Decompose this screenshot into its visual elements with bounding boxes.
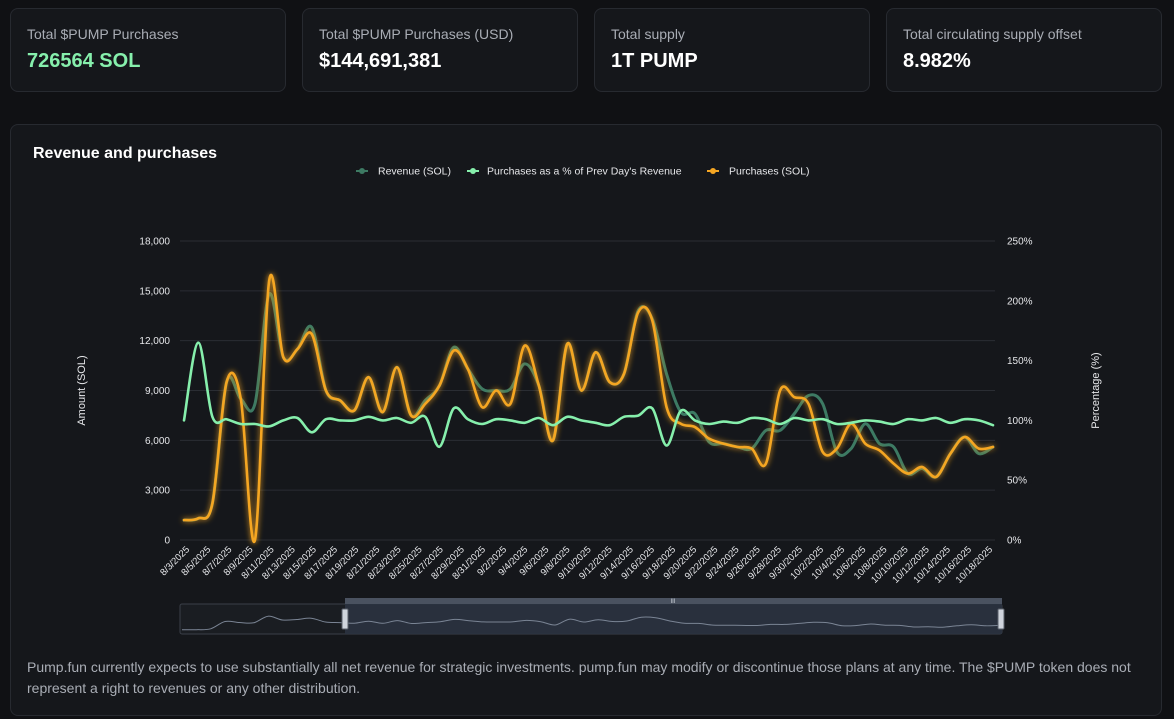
stat-value: 8.982% (903, 50, 971, 72)
y-tick-label: 3,000 (145, 486, 170, 497)
range-handle-left[interactable] (341, 608, 349, 630)
stat-value: 1T PUMP (611, 50, 698, 72)
revenue-chart[interactable]: 0 3,000 6,000 9,000 12,000 15,000 18,000 0% 50% 1… (0, 124, 1174, 644)
stat-label: Total supply (611, 26, 685, 42)
y2-tick-label: 150% (1007, 356, 1033, 367)
stat-label: Total circulating supply offset (903, 26, 1082, 42)
disclaimer-text: Pump.fun currently expects to use substa… (27, 659, 1131, 696)
legend-revenue[interactable]: Revenue (SOL) (356, 166, 451, 178)
y2-tick-label: 0% (1007, 536, 1022, 547)
stat-value: 726564 SOL (27, 50, 141, 72)
y-tick-label: 0 (164, 536, 170, 547)
y2-tick-label: 50% (1007, 476, 1027, 487)
y-tick-label: 12,000 (139, 336, 170, 347)
purchases-series-line (182, 273, 995, 544)
stat-value: $144,691,381 (319, 50, 442, 72)
y-tick-label: 18,000 (139, 237, 170, 248)
y-tick-label: 9,000 (145, 386, 170, 397)
navigator-preview-line (181, 615, 1001, 631)
chart-title: Revenue and purchases (33, 145, 218, 162)
legend-label: Revenue (SOL) (378, 166, 451, 178)
legend-percent[interactable]: Purchases as a % of Prev Day's Revenue (467, 166, 682, 178)
range-handle-right[interactable] (997, 608, 1005, 630)
y2-tick-label: 200% (1007, 296, 1033, 307)
y-axis-title: Amount (SOL) (76, 355, 88, 425)
y2-tick-label: 100% (1007, 416, 1033, 427)
legend-purchases[interactable]: Purchases (SOL) (707, 166, 810, 178)
revenue-series-line (182, 292, 995, 522)
percent-series-line (182, 341, 995, 449)
y2-axis-title: Percentage (%) (1090, 352, 1102, 428)
range-navigator[interactable]: III (179, 598, 1005, 635)
y-tick-label: 15,000 (139, 286, 170, 297)
stat-card-purchases-sol: Total $PUMP Purchases 726564 SOL (10, 8, 286, 92)
range-drag-handle[interactable]: III (670, 599, 675, 605)
legend-label: Purchases as a % of Prev Day's Revenue (487, 166, 682, 178)
stat-label: Total $PUMP Purchases (27, 26, 179, 42)
stat-card-purchases-usd: Total $PUMP Purchases (USD) $144,691,381 (302, 8, 578, 92)
y2-tick-label: 250% (1007, 237, 1033, 248)
stat-card-supply-offset: Total circulating supply offset 8.982% (886, 8, 1162, 92)
stat-card-total-supply: Total supply 1T PUMP (594, 8, 870, 92)
y-tick-label: 6,000 (145, 436, 170, 447)
legend-label: Purchases (SOL) (729, 166, 810, 178)
stat-label: Total $PUMP Purchases (USD) (319, 26, 514, 42)
